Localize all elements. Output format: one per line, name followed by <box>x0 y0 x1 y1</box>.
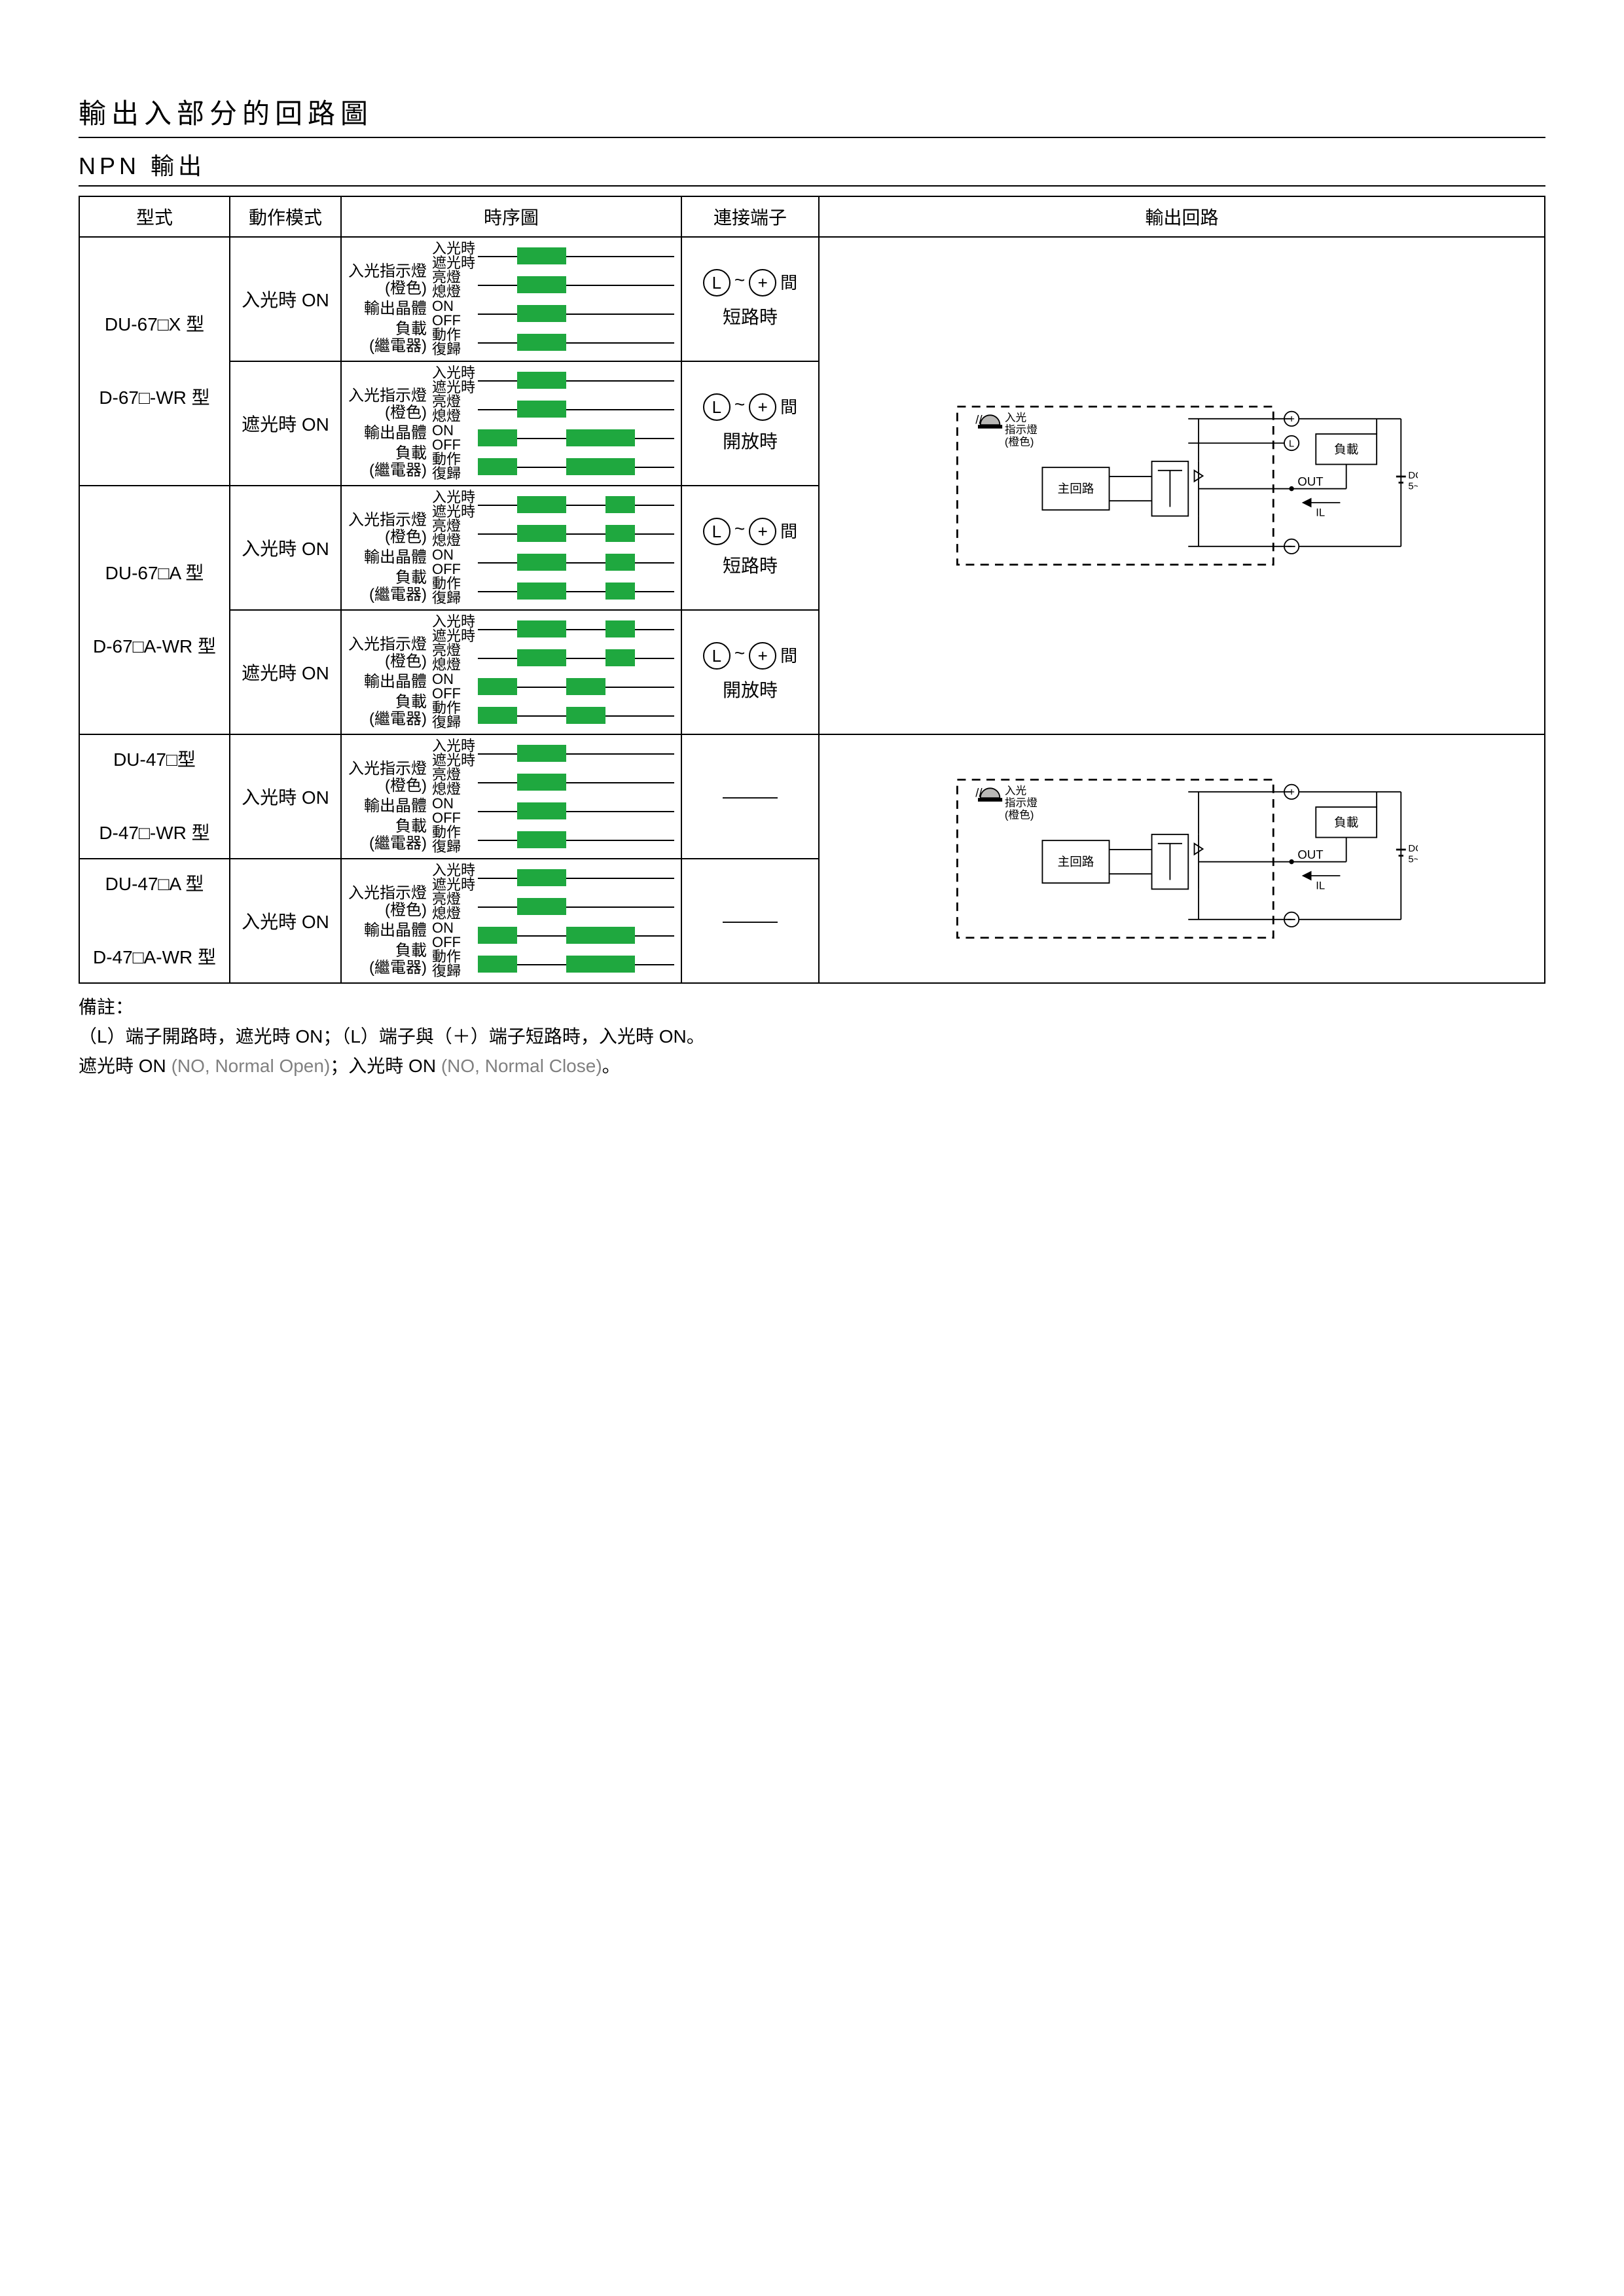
timing-cell: 入光指示燈(橙色)輸出晶體負載(繼電器) 入光時遮光時亮燈熄燈ONOFF動作復歸 <box>341 237 681 361</box>
timing-cell: 入光指示燈(橙色)輸出晶體負載(繼電器) 入光時遮光時亮燈熄燈ONOFF動作復歸 <box>341 610 681 734</box>
col-circuit: 輸出回路 <box>819 196 1545 237</box>
model-cell: DU-67□A 型D-67□A-WR 型 <box>79 486 230 734</box>
timing-diagram: 入光指示燈(橙色)輸出晶體負載(繼電器) 入光時遮光時亮燈熄燈ONOFF動作復歸 <box>348 366 674 481</box>
svg-text:主回路: 主回路 <box>1057 855 1094 869</box>
svg-text:OUT: OUT <box>1297 475 1323 488</box>
svg-text:(橙色): (橙色) <box>1004 436 1034 448</box>
svg-text:負載: 負載 <box>1334 816 1358 829</box>
svg-text:DC: DC <box>1408 471 1418 481</box>
timing-diagram: 入光指示燈(橙色)輸出晶體負載(繼電器) 入光時遮光時亮燈熄燈ONOFF動作復歸 <box>348 615 674 730</box>
mode-cell: 遮光時 ON <box>230 361 341 486</box>
terminal-desc: 短路時 <box>689 552 812 578</box>
col-terminal: 連接端子 <box>681 196 819 237</box>
circuit-cell: // 入光 指示燈 (橙色) 主回路 + OUT IL <box>819 734 1545 983</box>
terminal-cell: L~+間 開放時 <box>681 361 819 486</box>
section-subtitle: NPN 輸出 <box>79 147 1545 187</box>
notes: 備註： （L）端子開路時，遮光時 ON；（L）端子與（＋）端子短路時，入光時 O… <box>79 993 1545 1081</box>
mode-cell: 入光時 ON <box>230 734 341 859</box>
terminal-symbol: L~+間 <box>689 642 812 670</box>
col-model: 型式 <box>79 196 230 237</box>
terminal-cell: ——— <box>681 734 819 859</box>
terminal-symbol: L~+間 <box>689 518 812 545</box>
timing-cell: 入光指示燈(橙色)輸出晶體負載(繼電器) 入光時遮光時亮燈熄燈ONOFF動作復歸 <box>341 734 681 859</box>
svg-text:入光: 入光 <box>1004 785 1026 797</box>
svg-text:指示燈: 指示燈 <box>1004 797 1037 809</box>
col-timing: 時序圖 <box>341 196 681 237</box>
mode-cell: 入光時 ON <box>230 486 341 610</box>
terminal-cell: L~+間 開放時 <box>681 610 819 734</box>
svg-text:DC: DC <box>1408 844 1418 854</box>
svg-text:IL: IL <box>1316 506 1325 518</box>
timing-cell: 入光指示燈(橙色)輸出晶體負載(繼電器) 入光時遮光時亮燈熄燈ONOFF動作復歸 <box>341 859 681 983</box>
notes-line1: 備註： <box>79 993 1545 1022</box>
timing-cell: 入光指示燈(橙色)輸出晶體負載(繼電器) 入光時遮光時亮燈熄燈ONOFF動作復歸 <box>341 361 681 486</box>
timing-diagram: 入光指示燈(橙色)輸出晶體負載(繼電器) 入光時遮光時亮燈熄燈ONOFF動作復歸 <box>348 863 674 978</box>
terminal-desc: ——— <box>689 786 812 807</box>
terminal-cell: ——— <box>681 859 819 983</box>
svg-text:入光: 入光 <box>1004 412 1026 424</box>
svg-text:IL: IL <box>1316 879 1325 891</box>
svg-text:指示燈: 指示燈 <box>1004 423 1037 436</box>
terminal-desc: 短路時 <box>689 303 812 329</box>
terminal-cell: L~+間 短路時 <box>681 486 819 610</box>
output-circuit-diagram: // 入光 指示燈 (橙色) 主回路 + OUT IL <box>826 761 1538 957</box>
output-circuit-diagram: // 入光 指示燈 (橙色) 主回路 + L OUT IL <box>826 387 1538 584</box>
mode-cell: 入光時 ON <box>230 859 341 983</box>
svg-text:5~24V: 5~24V <box>1408 482 1418 492</box>
terminal-symbol: L~+間 <box>689 393 812 421</box>
col-mode: 動作模式 <box>230 196 341 237</box>
terminal-desc: 開放時 <box>689 676 812 702</box>
timing-diagram: 入光指示燈(橙色)輸出晶體負載(繼電器) 入光時遮光時亮燈熄燈ONOFF動作復歸 <box>348 242 674 357</box>
svg-text:L: L <box>1289 439 1294 450</box>
timing-diagram: 入光指示燈(橙色)輸出晶體負載(繼電器) 入光時遮光時亮燈熄燈ONOFF動作復歸 <box>348 739 674 854</box>
timing-cell: 入光指示燈(橙色)輸出晶體負載(繼電器) 入光時遮光時亮燈熄燈ONOFF動作復歸 <box>341 486 681 610</box>
model-cell: DU-47□A 型D-47□A-WR 型 <box>79 859 230 983</box>
spec-table: 型式 動作模式 時序圖 連接端子 輸出回路 DU-67□X 型D-67□-WR … <box>79 196 1545 984</box>
svg-text:主回路: 主回路 <box>1057 482 1094 495</box>
terminal-cell: L~+間 短路時 <box>681 237 819 361</box>
terminal-symbol: L~+間 <box>689 269 812 296</box>
mode-cell: 遮光時 ON <box>230 610 341 734</box>
circuit-cell: // 入光 指示燈 (橙色) 主回路 + L OUT IL <box>819 237 1545 734</box>
timing-diagram: 入光指示燈(橙色)輸出晶體負載(繼電器) 入光時遮光時亮燈熄燈ONOFF動作復歸 <box>348 490 674 605</box>
model-cell: DU-47□型D-47□-WR 型 <box>79 734 230 859</box>
svg-text:5~24V: 5~24V <box>1408 855 1418 865</box>
terminal-desc: 開放時 <box>689 427 812 454</box>
model-cell: DU-67□X 型D-67□-WR 型 <box>79 237 230 486</box>
svg-text:+: + <box>1288 785 1295 798</box>
terminal-desc: ——— <box>689 910 812 931</box>
notes-line3: 遮光時 ON (NO, Normal Open)；入光時 ON (NO, Nor… <box>79 1052 1545 1081</box>
mode-cell: 入光時 ON <box>230 237 341 361</box>
notes-line2: （L）端子開路時，遮光時 ON；（L）端子與（＋）端子短路時，入光時 ON。 <box>79 1022 1545 1052</box>
svg-text:(橙色): (橙色) <box>1004 809 1034 821</box>
svg-text:負載: 負載 <box>1334 442 1358 456</box>
svg-text:OUT: OUT <box>1297 848 1323 861</box>
page-title: 輸出入部分的回路圖 <box>79 92 1545 138</box>
svg-text:+: + <box>1288 412 1295 425</box>
